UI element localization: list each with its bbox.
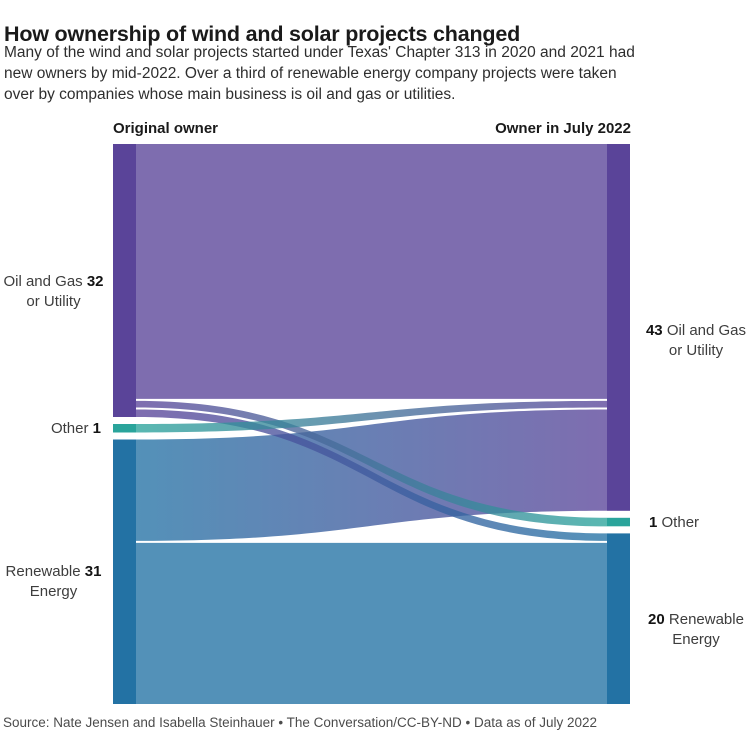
label-text: Other: [50, 420, 93, 438]
node-label-2022-renewable-energy: 20 Renewable Energy: [640, 610, 752, 650]
label-line: Oil and Gas 32: [0, 272, 107, 292]
sankey-node-left-oil-gas-utility: [113, 144, 136, 417]
label-value: 20: [648, 611, 665, 629]
label-value: 32: [86, 273, 104, 291]
label-value: 1: [649, 514, 658, 532]
chart-subtitle: Many of the wind and solar projects star…: [4, 42, 635, 105]
label-text: Renewable: [5, 563, 85, 581]
sankey-node-left-other: [113, 424, 136, 433]
node-label-2022-oil-gas-utility: 43 Oil and Gas or Utility: [640, 321, 752, 361]
label-value: 43: [645, 322, 663, 340]
label-value: 1: [92, 420, 101, 438]
sankey-link-other-to-oil-gas-utility: [136, 400, 607, 433]
sankey-link-oil-gas-utility-to-oil-gas-utility: [136, 144, 607, 399]
label-line: or Utility: [668, 342, 724, 359]
label-value: 31: [84, 563, 102, 581]
sankey-node-right-other: [607, 517, 630, 527]
sankey-link-oil-gas-utility-to-other: [136, 400, 607, 527]
label-line: 43 Oil and Gas: [640, 321, 752, 341]
sankey-node-right-oil-gas-utility: [607, 144, 630, 511]
node-label-original-renewable-energy: Renewable 31 Energy: [0, 562, 107, 602]
label-line: Other 1: [0, 419, 101, 439]
node-label-original-other: Other 1: [0, 419, 107, 439]
subtitle-line: Many of the wind and solar projects star…: [4, 44, 635, 61]
label-line: 1 Other: [649, 513, 752, 533]
node-label-2022-other: 1 Other: [640, 513, 752, 533]
label-text: Oil and Gas: [662, 322, 747, 340]
label-line: or Utility: [26, 293, 81, 310]
label-line: Energy: [29, 583, 78, 600]
source-attribution: Source: Nate Jensen and Isabella Steinha…: [3, 715, 598, 730]
sankey-link-renewable-energy-to-renewable-energy: [136, 542, 607, 704]
subtitle-line: over by companies whose main business is…: [4, 86, 456, 104]
sankey-node-right-renewable-energy: [607, 533, 630, 704]
sankey-node-left-renewable-energy: [113, 439, 136, 704]
column-header-original-owner: Original owner: [113, 120, 219, 137]
sankey-link-oil-gas-utility-to-renewable-energy: [136, 409, 607, 541]
label-line: Renewable 31: [0, 562, 107, 582]
label-text: Oil and Gas: [3, 273, 87, 291]
label-text: Other: [657, 514, 700, 532]
label-line: 20 Renewable: [640, 610, 752, 630]
label-text: Renewable: [664, 611, 744, 629]
node-label-original-oil-gas-utility: Oil and Gas 32 or Utility: [0, 272, 107, 312]
chart-title: How ownership of wind and solar projects…: [4, 22, 521, 47]
column-header-owner-july-2022: Owner in July 2022: [495, 120, 631, 137]
subtitle-line: new owners by mid-2022. Over a third of …: [4, 65, 617, 83]
label-line: Energy: [672, 631, 720, 648]
